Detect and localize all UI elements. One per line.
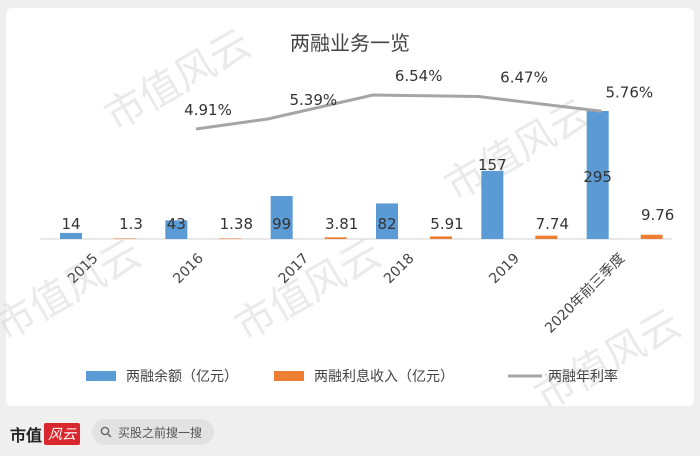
legend-label: 两融年利率 bbox=[548, 368, 618, 385]
line-label-rate: 5.39% bbox=[290, 91, 338, 109]
bar-label-balance: 157 bbox=[478, 156, 507, 174]
bar-interest-income bbox=[114, 238, 136, 239]
x-tick-label: 2018 bbox=[381, 251, 418, 288]
bar-balance bbox=[165, 220, 188, 239]
line-label-rate: 6.47% bbox=[500, 68, 548, 86]
bar-interest-income bbox=[324, 237, 347, 239]
bar-interest-income bbox=[640, 234, 663, 239]
x-tick-label: 2017 bbox=[276, 251, 313, 288]
bar-interest-income bbox=[430, 236, 452, 239]
x-tick-label: 2020年前三季度 bbox=[541, 250, 628, 337]
chart-card: 市值风云 市值风云 市值风云 市值风云 市值风云 两融业务一览 14 1.3 2015… bbox=[0, 8, 694, 420]
chart-title: 两融业务一览 bbox=[290, 31, 410, 55]
bar-label-balance: 82 bbox=[377, 215, 396, 233]
bar-balance bbox=[60, 232, 82, 239]
bar-label-interest: 1.3 bbox=[119, 215, 143, 233]
x-tick-label: 2015 bbox=[65, 251, 102, 288]
line-label-rate: 5.76% bbox=[606, 83, 654, 101]
footer-bar: 市值 风云 买股之前搜一搜 bbox=[0, 410, 700, 456]
chart-svg: 两融业务一览 14 1.3 2015 43 1.38 2016 99 3.81 2017 82 5.9… bbox=[40, 31, 674, 385]
legend-label: 两融利息收入（亿元） bbox=[314, 368, 454, 385]
legend-swatch bbox=[274, 371, 304, 381]
brand-text: 市值 bbox=[10, 426, 43, 445]
bar-interest-income bbox=[219, 238, 242, 239]
search-icon bbox=[100, 426, 112, 438]
brand-logo[interactable]: 市值 风云 bbox=[10, 422, 81, 446]
legend-swatch bbox=[86, 371, 116, 381]
x-tick-label: 2019 bbox=[486, 251, 523, 288]
line-label-rate: 6.54% bbox=[395, 67, 443, 85]
bar-label-balance: 295 bbox=[583, 168, 612, 186]
x-tick-label: 2016 bbox=[170, 250, 207, 287]
line-rate bbox=[195, 93, 602, 131]
bar-balance bbox=[586, 111, 609, 239]
bar-label-interest: 1.38 bbox=[220, 215, 253, 233]
bar-label-interest: 5.91 bbox=[430, 215, 463, 233]
bar-label-balance: 14 bbox=[61, 215, 80, 233]
bar-interest-income bbox=[535, 235, 558, 239]
bar-label-interest: 3.81 bbox=[325, 215, 358, 233]
bar-label-balance: 99 bbox=[272, 215, 291, 233]
bar-label-interest: 7.74 bbox=[536, 215, 569, 233]
search-box[interactable]: 买股之前搜一搜 bbox=[92, 419, 214, 445]
brand-script: 风云 bbox=[44, 423, 81, 445]
bar-label-balance: 43 bbox=[167, 215, 186, 233]
bar-balance bbox=[481, 170, 504, 239]
bar-balance bbox=[376, 203, 398, 239]
bar-label-interest: 9.76 bbox=[641, 206, 674, 224]
legend-label: 两融余额（亿元） bbox=[126, 368, 238, 385]
bar-balance bbox=[270, 196, 293, 239]
line-label-rate: 4.91% bbox=[184, 101, 232, 119]
search-placeholder: 买股之前搜一搜 bbox=[118, 425, 203, 440]
